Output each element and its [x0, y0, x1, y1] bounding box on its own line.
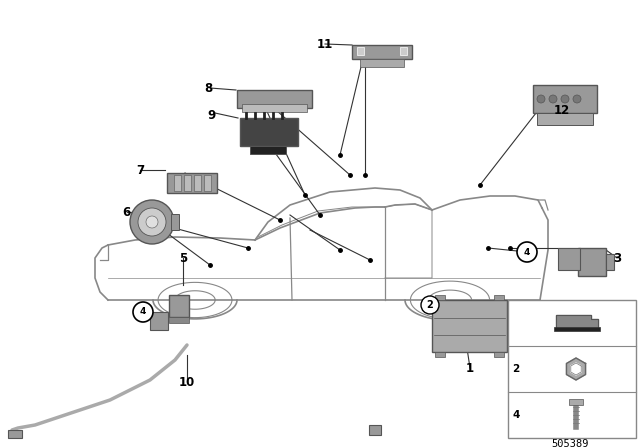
- Text: 2: 2: [513, 364, 520, 374]
- Text: 10: 10: [179, 375, 195, 388]
- FancyBboxPatch shape: [204, 175, 211, 191]
- FancyBboxPatch shape: [508, 300, 636, 438]
- Circle shape: [138, 208, 166, 236]
- Text: 9: 9: [208, 108, 216, 121]
- Text: 5: 5: [179, 251, 187, 264]
- Text: 11: 11: [317, 38, 333, 51]
- FancyBboxPatch shape: [250, 146, 286, 154]
- Polygon shape: [571, 363, 581, 375]
- FancyBboxPatch shape: [494, 295, 504, 300]
- FancyBboxPatch shape: [150, 312, 168, 330]
- FancyBboxPatch shape: [352, 45, 412, 59]
- FancyBboxPatch shape: [357, 47, 364, 55]
- FancyBboxPatch shape: [554, 327, 600, 331]
- Circle shape: [537, 95, 545, 103]
- Circle shape: [549, 95, 557, 103]
- FancyBboxPatch shape: [400, 47, 407, 55]
- FancyBboxPatch shape: [432, 300, 507, 352]
- FancyBboxPatch shape: [194, 175, 201, 191]
- Circle shape: [573, 95, 581, 103]
- FancyBboxPatch shape: [435, 352, 445, 357]
- FancyBboxPatch shape: [435, 295, 445, 300]
- FancyBboxPatch shape: [242, 104, 307, 112]
- Polygon shape: [566, 358, 586, 380]
- FancyBboxPatch shape: [169, 295, 189, 317]
- Circle shape: [130, 200, 174, 244]
- Text: 505389: 505389: [551, 439, 589, 448]
- Text: 7: 7: [136, 164, 144, 177]
- FancyBboxPatch shape: [360, 59, 404, 67]
- FancyBboxPatch shape: [167, 173, 217, 193]
- FancyBboxPatch shape: [537, 113, 593, 125]
- Circle shape: [517, 242, 537, 262]
- FancyBboxPatch shape: [494, 352, 504, 357]
- Text: 6: 6: [122, 206, 130, 219]
- FancyBboxPatch shape: [569, 399, 583, 405]
- Text: 2: 2: [427, 300, 433, 310]
- FancyBboxPatch shape: [558, 248, 580, 270]
- Polygon shape: [556, 315, 598, 329]
- Text: 4: 4: [140, 307, 146, 316]
- Text: 8: 8: [204, 82, 212, 95]
- Circle shape: [146, 216, 158, 228]
- Circle shape: [561, 95, 569, 103]
- FancyBboxPatch shape: [8, 430, 22, 438]
- Text: 12: 12: [554, 103, 570, 116]
- FancyBboxPatch shape: [171, 214, 179, 230]
- FancyBboxPatch shape: [606, 254, 614, 270]
- Circle shape: [421, 296, 439, 314]
- Text: 4: 4: [524, 247, 530, 257]
- FancyBboxPatch shape: [578, 248, 606, 276]
- FancyBboxPatch shape: [533, 85, 597, 113]
- FancyBboxPatch shape: [184, 175, 191, 191]
- FancyBboxPatch shape: [169, 317, 189, 323]
- FancyBboxPatch shape: [369, 425, 381, 435]
- Text: 4: 4: [512, 410, 520, 420]
- FancyBboxPatch shape: [240, 118, 298, 146]
- FancyBboxPatch shape: [174, 175, 181, 191]
- Text: 1: 1: [466, 362, 474, 375]
- Circle shape: [133, 302, 153, 322]
- Text: 3: 3: [613, 251, 621, 264]
- FancyBboxPatch shape: [237, 90, 312, 108]
